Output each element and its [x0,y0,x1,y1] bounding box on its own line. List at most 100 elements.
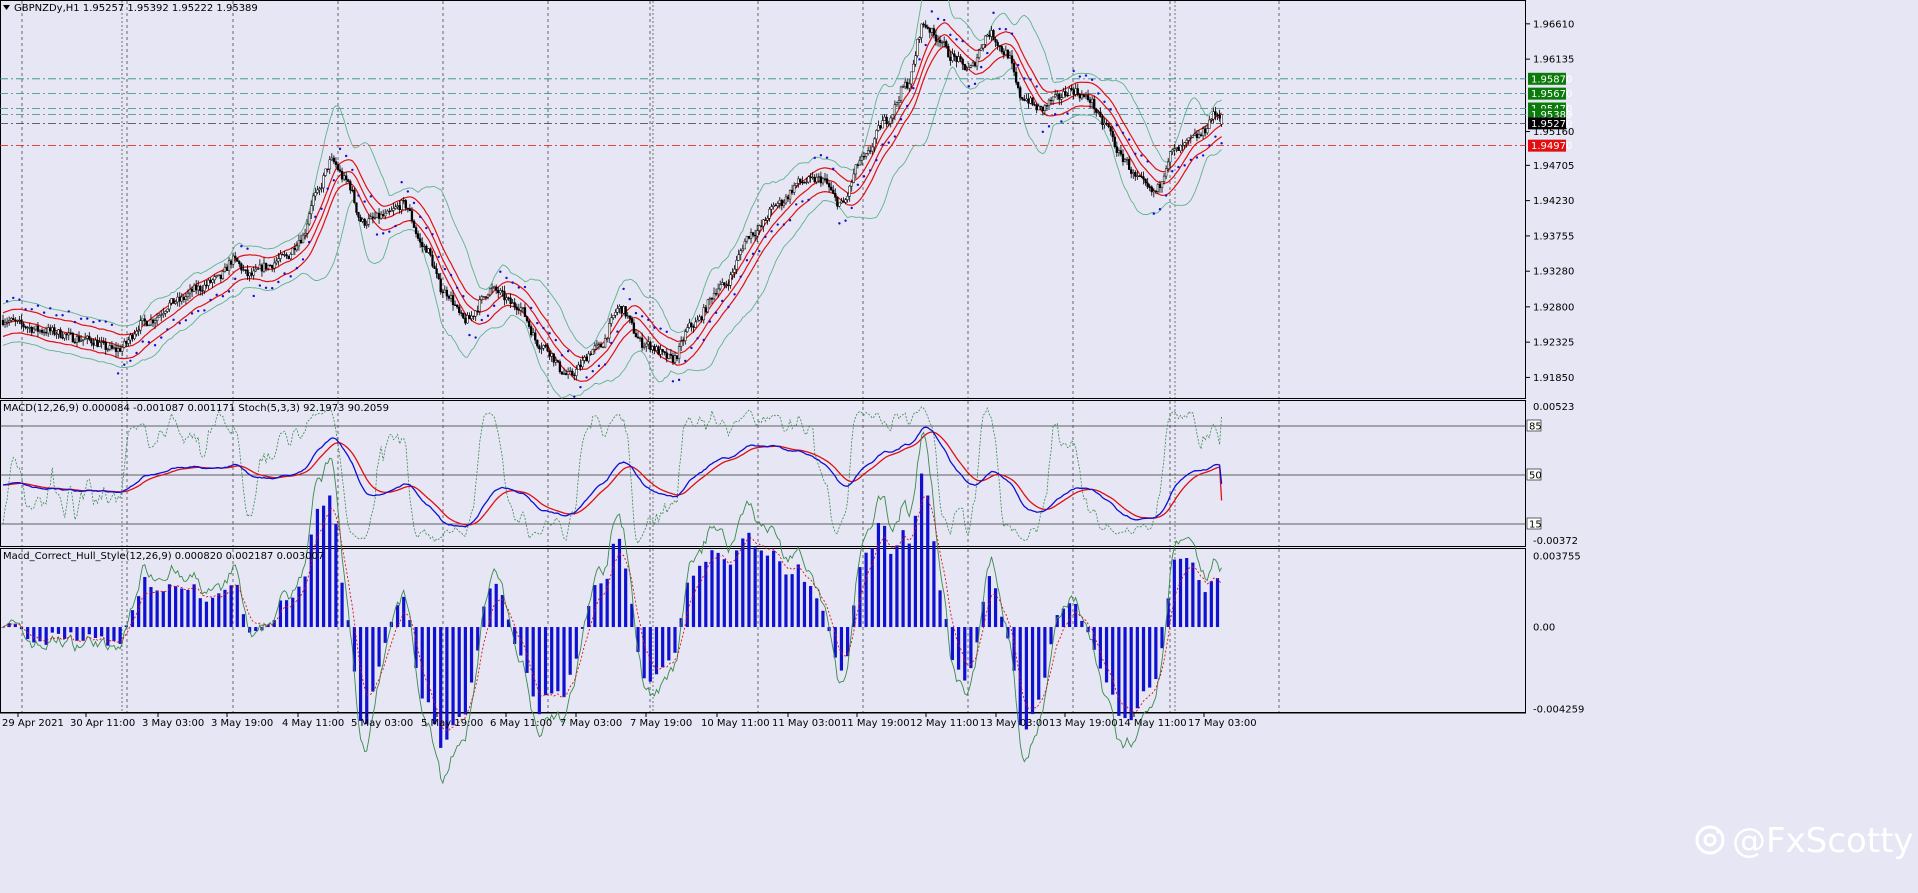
candle-body [443,289,446,294]
psar-dot [307,240,311,244]
collapse-triangle-icon[interactable] [3,5,10,10]
hull-histogram-bar [593,585,597,628]
candle-body [550,353,553,357]
psar-dot [425,226,428,230]
candle-body [227,260,231,271]
candle-body [468,315,471,319]
psar-dot [215,293,218,297]
candle-body [532,332,535,336]
candle-body [887,122,890,125]
candle-body [546,345,549,352]
candle-body [269,264,272,267]
candle-body [945,41,948,47]
time-label: 11 May 03:00 [772,718,841,729]
candle-body [320,187,323,189]
candle-body [517,309,520,311]
hull-histogram-bar [624,568,628,628]
hull-histogram-bar [1061,608,1065,628]
time-axis-labels: 29 Apr 2021 30 Apr 11:00 3 May 03:00 3 May … [2,713,1257,729]
candle-body [1035,104,1038,111]
hull-histogram-bar [537,627,541,715]
candle-body [753,234,757,237]
candle-body [192,285,196,292]
candle-body [581,360,584,368]
candle-body [1078,93,1081,99]
hull-histogram-bar [809,586,813,628]
candle-body [1162,175,1166,182]
candle-body [649,341,652,350]
candle-body [838,202,841,207]
candle-body [98,342,101,347]
hull-histogram-bar [1141,627,1146,692]
psar-dot [492,304,496,308]
candle-body [1004,49,1007,55]
price-tag-label: 1.94970 [1531,141,1572,152]
candle-body [640,337,644,348]
candle-body [402,200,405,202]
candle-body [281,253,284,256]
hull-histogram-bar [550,627,554,694]
stoch-level-label: 15 [1529,520,1542,531]
candle-body [721,282,724,285]
candle-body [875,130,878,140]
candle-body [314,192,317,197]
candle-body [571,370,574,376]
hull-histogram-bar [204,601,209,628]
candle-body [992,30,995,40]
candle-body [351,189,354,192]
candle-body [1134,172,1137,177]
candle-body [382,214,385,217]
candle-body [168,302,171,310]
candle-body [466,315,469,324]
hull-histogram-bar [858,567,862,628]
time-label: 4 May 11:00 [282,718,344,729]
psar-dot [838,222,841,225]
candle-body [53,327,56,335]
candle-body [990,30,993,37]
candle-body [195,285,198,291]
candle-body [90,339,93,344]
candle-body [869,150,872,152]
candle-body [714,293,718,295]
candle-body [447,295,451,299]
candle-body [606,337,609,340]
hull-histogram-bar [1092,627,1096,650]
candle-body [236,257,239,262]
candle-body [696,319,699,323]
candle-body [135,330,138,335]
psar-dot [1115,124,1119,127]
hull-histogram-bar [223,589,227,628]
psar-dot [400,181,403,184]
psar-dot [221,295,225,298]
psar-dot [647,318,650,322]
time-label: 17 May 03:00 [1188,718,1257,729]
hull-histogram-bar [562,627,566,698]
candle-body [419,238,422,243]
hull-histogram-bar [617,538,622,628]
stoch-level-tag [1526,419,1542,432]
candle-body [453,304,457,306]
candle-body [636,336,640,339]
hull-histogram-bar [402,596,406,628]
candle-body [1056,94,1059,96]
hull-histogram-bar [100,627,104,637]
candle-body [28,327,31,329]
psar-dot [906,104,909,108]
psar-dot [949,33,952,37]
hull-histogram-bar [13,623,17,628]
candle-body [871,146,874,152]
hull-histogram-bar [482,606,486,628]
hull-histogram-bar [445,627,449,740]
candle-body [250,272,253,276]
candle-body [1074,88,1077,95]
hull-histogram-bar [241,614,246,628]
candle-body [542,345,545,349]
candle-body [560,371,564,375]
psar-dot [1010,32,1014,35]
candle-body [102,341,105,343]
candle-body [271,264,274,269]
hull-histogram-bar [901,530,905,628]
candle-body [26,327,29,329]
